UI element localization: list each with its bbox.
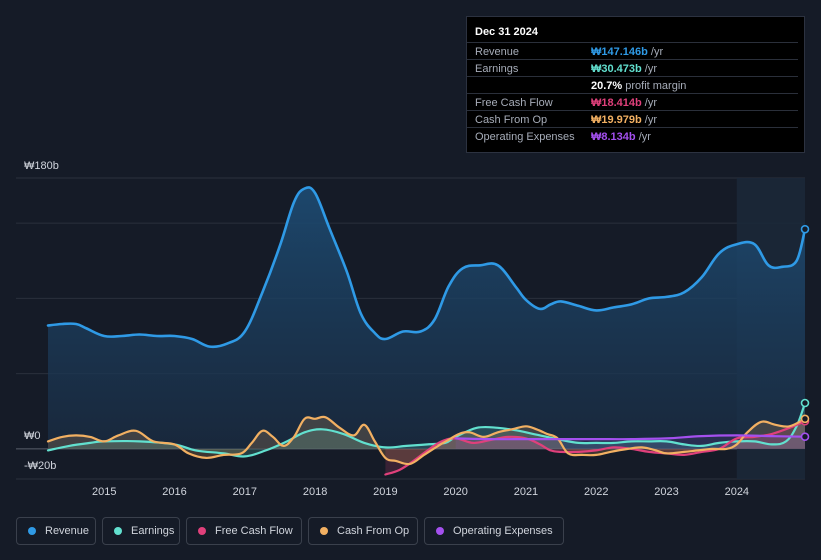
y-axis-label-zero: ₩0 (24, 430, 41, 442)
legend-dot-icon (198, 527, 206, 535)
earnings-line (46, 401, 807, 458)
legend-dot-icon (320, 527, 328, 535)
tooltip-value-unit: /yr (641, 63, 658, 75)
series-areas (48, 187, 805, 475)
revenue-line (46, 186, 807, 349)
legend-label: Cash From Op (337, 525, 410, 537)
cash-from-op-end-marker (800, 414, 810, 424)
cash-from-op-area (48, 416, 805, 465)
tooltip-value-unit: /yr (635, 131, 651, 143)
y-axis-label-top: ₩180b (24, 160, 59, 172)
tooltip-date: Dec 31 2024 (475, 26, 538, 38)
legend-item[interactable]: Earnings (102, 517, 180, 545)
tooltip-row-label: Operating Expenses (475, 131, 575, 143)
x-tick-label: 2023 (654, 486, 678, 498)
tooltip-row-label: Cash From Op (475, 114, 548, 126)
legend-item[interactable]: Operating Expenses (424, 517, 564, 545)
x-axis-ticks: 2015 2016 2017 2018 2019 2020 2021 2022 2023 2024 (92, 486, 749, 498)
x-tick-label: 2015 (92, 486, 116, 498)
tooltip-row: 20.7% profit margin (467, 76, 798, 94)
tooltip-row: Cash From Op ₩19.979b /yr (467, 110, 798, 128)
legend-item[interactable]: Cash From Op (308, 517, 418, 545)
cash-from-op-line (46, 415, 807, 466)
legend-label: Revenue (45, 525, 90, 537)
legend-label: Free Cash Flow (215, 525, 293, 537)
tooltip-row: Earnings ₩30.473b /yr (467, 59, 798, 77)
tooltip-value-unit: /yr (647, 46, 664, 58)
tooltip-value-number: ₩147.146b (591, 46, 648, 58)
x-tick-label: 2022 (584, 486, 608, 498)
tooltip-row-value: ₩18.414b /yr (591, 97, 657, 109)
tooltip-row-value: ₩147.146b /yr (591, 46, 663, 58)
operating-expenses-line (454, 434, 807, 441)
revenue-area (48, 187, 805, 449)
tooltip-row: Revenue ₩147.146b /yr (467, 42, 798, 60)
free-cash-flow-line (384, 420, 807, 476)
tooltip-value-number: ₩8.134b (591, 131, 636, 143)
free-cash-flow-area (385, 421, 805, 475)
x-tick-label: 2019 (373, 486, 397, 498)
x-tick-label: 2024 (725, 486, 749, 498)
tooltip-value-unit: /yr (641, 114, 658, 126)
y-axis-label-bottom: -₩20b (24, 460, 57, 472)
tooltip-row: Operating Expenses ₩8.134b /yr (467, 127, 798, 145)
x-tick-label: 2021 (514, 486, 538, 498)
x-tick-label: 2016 (162, 486, 186, 498)
tooltip-value-number: ₩19.979b (591, 114, 642, 126)
tooltip-row-value: 20.7% profit margin (591, 80, 686, 92)
tooltip-row: Free Cash Flow ₩18.414b /yr (467, 93, 798, 111)
legend-dot-icon (114, 527, 122, 535)
series-end-markers (800, 224, 810, 442)
tooltip-value-unit: /yr (641, 97, 658, 109)
tooltip-row-label: Earnings (475, 63, 519, 75)
legend-item[interactable]: Revenue (16, 517, 96, 545)
earnings-end-marker (800, 398, 810, 408)
legend-label: Operating Expenses (453, 525, 553, 537)
tooltip-value-number: ₩30.473b (591, 63, 642, 75)
tooltip-value-unit: profit margin (622, 80, 687, 92)
series-lines (46, 186, 807, 476)
x-tick-label: 2017 (233, 486, 257, 498)
tooltip-row-value: ₩30.473b /yr (591, 63, 657, 75)
x-tick-label: 2018 (303, 486, 327, 498)
tooltip-row-label: Free Cash Flow (475, 97, 553, 109)
legend-item[interactable]: Free Cash Flow (186, 517, 302, 545)
legend-dot-icon (28, 527, 36, 535)
tooltip-row-label: Revenue (475, 46, 520, 58)
legend-label: Earnings (131, 525, 175, 537)
revenue-end-marker (800, 224, 810, 234)
legend-dot-icon (436, 527, 444, 535)
x-tick-label: 2020 (443, 486, 467, 498)
tooltip-row-value: ₩8.134b /yr (591, 131, 651, 143)
data-tooltip: Dec 31 2024 Revenue ₩147.146b /yr Earnings… (466, 16, 805, 153)
tooltip-value-number: 20.7% (591, 80, 623, 92)
tooltip-row-value: ₩19.979b /yr (591, 114, 657, 126)
operating-expenses-end-marker (800, 432, 810, 442)
tooltip-value-number: ₩18.414b (591, 97, 642, 109)
